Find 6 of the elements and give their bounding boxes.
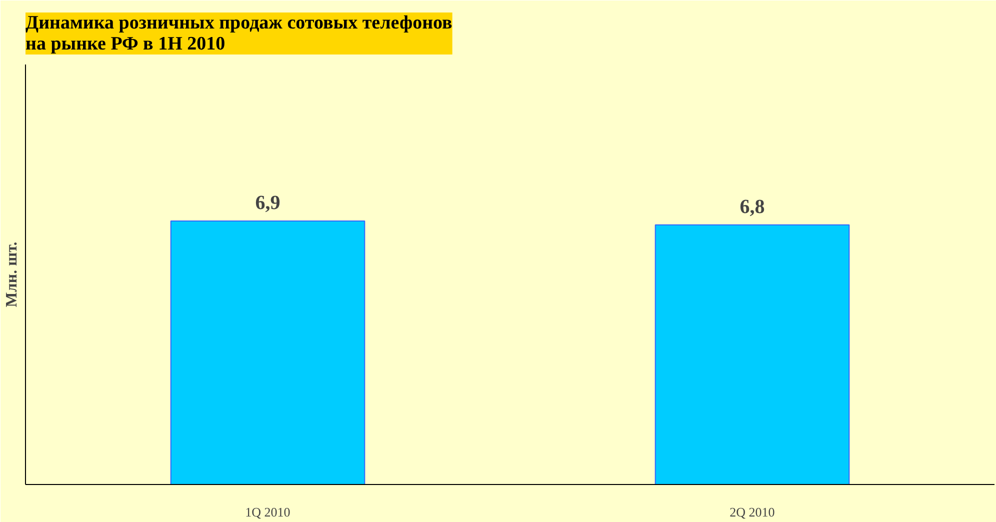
x-tick-label: 2Q 2010 xyxy=(730,504,775,520)
y-axis-title: Млн. шт. xyxy=(4,242,20,308)
x-tick-label: 1Q 2010 xyxy=(245,504,290,520)
data-label: 6,8 xyxy=(740,196,765,218)
data-label: 6,9 xyxy=(255,192,280,214)
chart-title: Динамика розничных продаж сотовых телефонов на рынке РФ в 1Н 2010 xyxy=(26,12,452,54)
